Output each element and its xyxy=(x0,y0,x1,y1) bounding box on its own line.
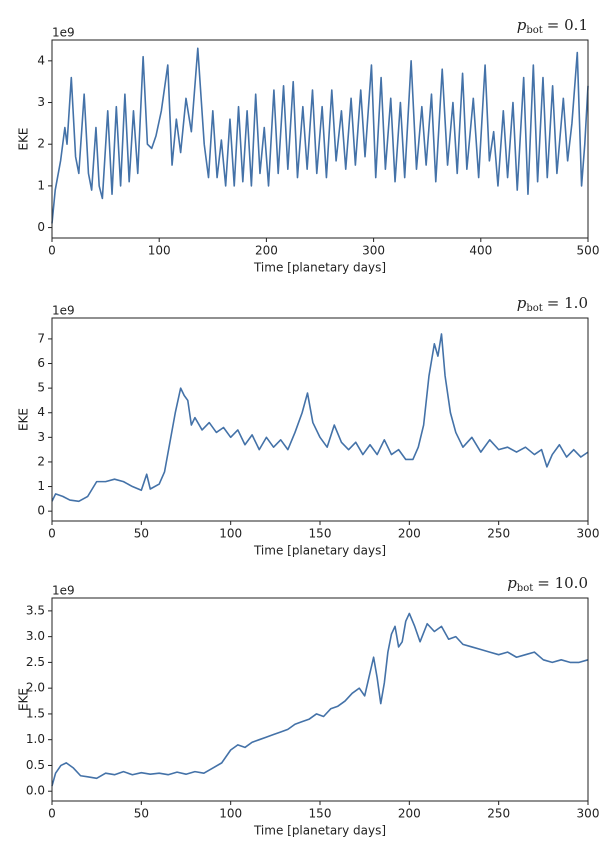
y-tick-label: 1.5 xyxy=(26,706,45,720)
x-tick-label: 300 xyxy=(577,527,600,541)
x-tick-label: 0 xyxy=(48,807,56,821)
x-tick-label: 250 xyxy=(487,807,510,821)
x-tick-label: 150 xyxy=(309,807,332,821)
subplot-title: pbot = 0.1 xyxy=(517,16,588,36)
x-tick-label: 100 xyxy=(148,244,171,258)
data-line xyxy=(51,612,589,787)
x-tick-label: 50 xyxy=(134,527,149,541)
y-tick-label: 2 xyxy=(37,137,45,151)
x-tick-label: 250 xyxy=(487,527,510,541)
offset-label: 1e9 xyxy=(52,304,75,318)
x-tick-label: 50 xyxy=(134,807,149,821)
x-tick-label: 300 xyxy=(577,807,600,821)
axes-frame xyxy=(51,39,589,239)
title-symbol: p xyxy=(507,574,517,592)
x-tick-label: 150 xyxy=(309,527,332,541)
y-tick-label: 3.0 xyxy=(26,629,45,643)
y-tick-label: 2.5 xyxy=(26,655,45,669)
x-tick-label: 200 xyxy=(398,807,421,821)
title-value: = 10.0 xyxy=(537,574,588,592)
x-tick-label: 100 xyxy=(219,807,242,821)
y-tick-label: 3 xyxy=(37,430,45,444)
title-symbol: p xyxy=(517,294,527,312)
y-tick-label: 0 xyxy=(37,504,45,518)
y-axis-label: EKE xyxy=(17,688,31,711)
data-line xyxy=(51,333,589,503)
y-tick-label: 2 xyxy=(37,454,45,468)
y-tick-label: 1 xyxy=(37,479,45,493)
offset-label: 1e9 xyxy=(52,584,75,598)
axes-frame xyxy=(51,317,589,522)
data-line xyxy=(51,47,589,224)
y-tick-label: 5 xyxy=(37,381,45,395)
title-subscript: bot xyxy=(526,303,542,314)
y-tick-label: 2.0 xyxy=(26,681,45,695)
x-tick-label: 100 xyxy=(219,527,242,541)
offset-label: 1e9 xyxy=(52,26,75,40)
title-subscript: bot xyxy=(517,583,533,594)
y-tick-label: 0.5 xyxy=(26,758,45,772)
y-tick-label: 0.0 xyxy=(26,784,45,798)
x-tick-label: 0 xyxy=(48,244,56,258)
y-tick-label: 1.0 xyxy=(26,732,45,746)
y-tick-label: 0 xyxy=(37,220,45,234)
x-tick-label: 200 xyxy=(255,244,278,258)
x-tick-label: 400 xyxy=(469,244,492,258)
y-tick-label: 7 xyxy=(37,331,45,345)
x-tick-label: 0 xyxy=(48,527,56,541)
y-tick-label: 1 xyxy=(37,178,45,192)
x-tick-label: 200 xyxy=(398,527,421,541)
title-value: = 0.1 xyxy=(547,16,588,34)
x-tick-label: 500 xyxy=(577,244,600,258)
y-tick-label: 4 xyxy=(37,53,45,67)
y-tick-label: 6 xyxy=(37,356,45,370)
x-axis-label: Time [planetary days] xyxy=(253,261,386,275)
y-axis-label: EKE xyxy=(17,408,31,431)
y-tick-label: 3 xyxy=(37,95,45,109)
title-value: = 1.0 xyxy=(547,294,588,312)
x-axis-label: Time [planetary days] xyxy=(253,824,386,838)
subplot-title: pbot = 10.0 xyxy=(507,574,588,594)
y-tick-label: 3.5 xyxy=(26,603,45,617)
subplot: pbot = 0.1 1e9 EKE Time [planetary days] 0 100… xyxy=(17,16,600,275)
title-subscript: bot xyxy=(526,25,542,36)
y-tick-label: 4 xyxy=(37,405,45,419)
y-axis-label: EKE xyxy=(17,127,31,150)
x-tick-label: 300 xyxy=(362,244,385,258)
axes-frame xyxy=(51,597,589,802)
x-axis-label: Time [planetary days] xyxy=(253,544,386,558)
title-symbol: p xyxy=(517,16,527,34)
subplot-title: pbot = 1.0 xyxy=(517,294,588,314)
subplot: pbot = 10.0 1e9 EKE Time [planetary days] 0 50… xyxy=(17,574,600,838)
